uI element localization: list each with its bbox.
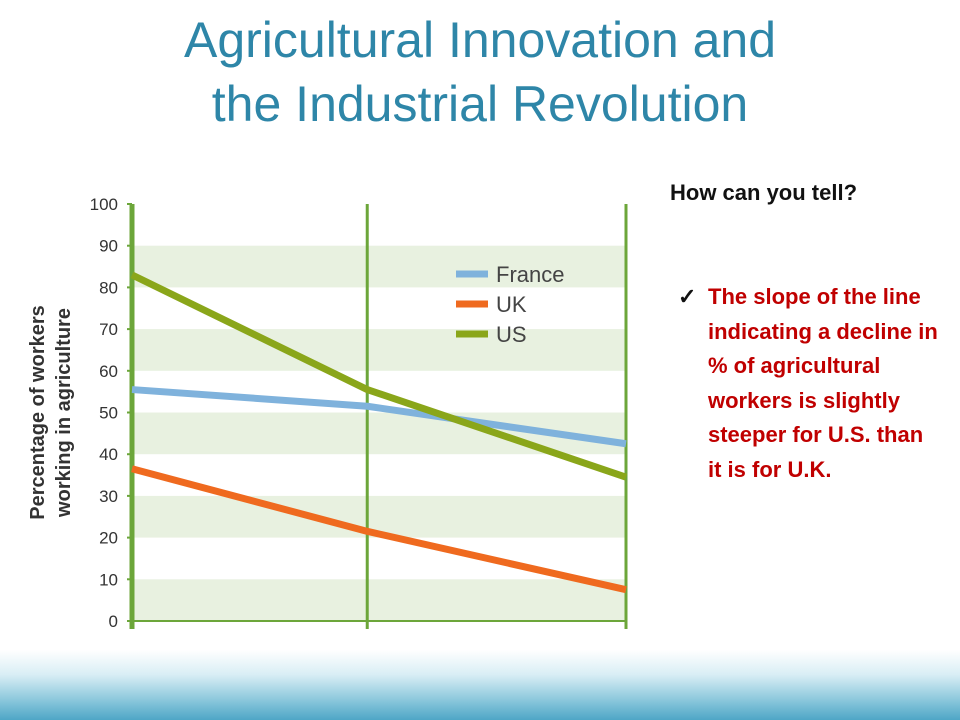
answer-bullet: ✓ The slope of the line indicating a dec…: [678, 280, 940, 487]
y-tick-label: 0: [109, 612, 118, 631]
grid-band: [132, 245, 626, 288]
y-tick-label: 30: [99, 487, 118, 506]
y-axis-title-line-2: working in agriculture: [53, 308, 75, 518]
y-tick-label: 90: [99, 237, 118, 256]
y-tick-label: 100: [90, 195, 118, 214]
y-tick-label: 50: [99, 404, 118, 423]
y-tick-label: 80: [99, 278, 118, 297]
series-line-uk: [131, 465, 627, 594]
y-tick-label: 70: [99, 320, 118, 339]
legend-label: France: [496, 262, 564, 287]
title-line-2: the Industrial Revolution: [211, 76, 749, 132]
grid-band: [132, 329, 626, 371]
decorative-band: [0, 650, 960, 720]
y-tick-label: 40: [99, 445, 118, 464]
answer-text: The slope of the line indicating a decli…: [708, 284, 938, 482]
series-line-france: [131, 386, 627, 448]
y-tick-label: 10: [99, 570, 118, 589]
legend-label: US: [496, 322, 527, 347]
y-axis-title-line-1: Percentage of workers: [27, 305, 49, 520]
check-mark-icon: ✓: [678, 284, 697, 309]
line-chart: 0102030405060708090100180018501900–10Fra…: [0, 153, 660, 706]
grid-band: [132, 579, 626, 621]
slide-title: Agricultural Innovation and the Industri…: [0, 8, 960, 136]
legend-label: UK: [496, 292, 527, 317]
y-tick-label: 20: [99, 529, 118, 548]
title-line-1: Agricultural Innovation and: [183, 12, 777, 68]
question-text: How can you tell?: [670, 180, 858, 205]
series-line-us: [130, 271, 628, 481]
y-tick-label: 60: [99, 362, 118, 381]
chart-svg: 0102030405060708090100180018501900–10Fra…: [27, 195, 659, 698]
